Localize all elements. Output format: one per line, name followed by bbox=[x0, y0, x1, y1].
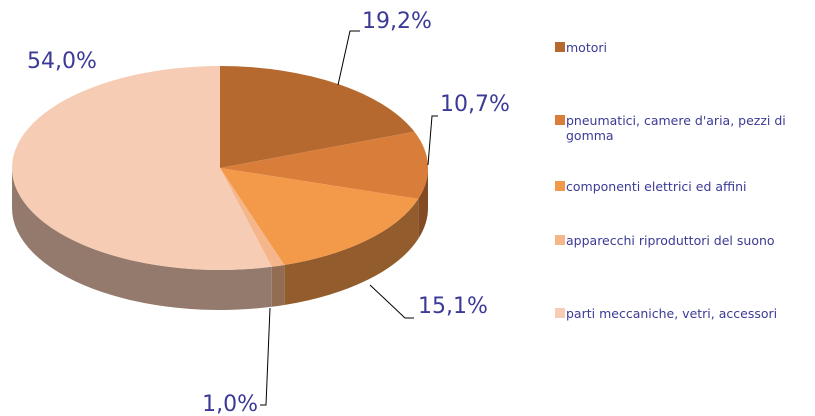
legend-swatch bbox=[555, 181, 565, 191]
slice bbox=[12, 66, 272, 270]
leader-line bbox=[337, 30, 360, 86]
legend-item: pneumatici, camere d'aria, pezzi di gomm… bbox=[555, 113, 810, 143]
data-label: 54,0% bbox=[27, 49, 97, 74]
slice bbox=[220, 168, 419, 266]
legend-item: apparecchi riproduttori del suono bbox=[555, 233, 810, 248]
legend-item: parti meccaniche, vetri, accessori bbox=[555, 306, 810, 321]
legend-label: parti meccaniche, vetri, accessori bbox=[566, 306, 778, 321]
legend-swatch bbox=[555, 308, 565, 318]
legend-label: motori bbox=[566, 40, 607, 55]
leader-line bbox=[427, 115, 438, 166]
data-label: 19,2% bbox=[362, 9, 432, 34]
legend-item: componenti elettrici ed affini bbox=[555, 179, 810, 194]
slice-side bbox=[271, 265, 285, 307]
legend-swatch bbox=[555, 115, 565, 125]
legend-item: motori bbox=[555, 40, 810, 55]
legend-label: pneumatici, camere d'aria, pezzi di gomm… bbox=[566, 113, 786, 143]
data-label: 10,7% bbox=[440, 92, 510, 117]
leader-line bbox=[369, 284, 414, 319]
slice bbox=[220, 168, 285, 267]
data-label: 1,0% bbox=[202, 392, 258, 416]
slice bbox=[220, 131, 428, 199]
data-label: 15,1% bbox=[418, 294, 488, 319]
leader-line bbox=[260, 307, 271, 406]
legend-swatch bbox=[555, 42, 565, 52]
legend-label: componenti elettrici ed affini bbox=[566, 179, 747, 194]
legend-label: apparecchi riproduttori del suono bbox=[566, 233, 775, 248]
slice-side bbox=[12, 168, 272, 310]
slice bbox=[220, 66, 415, 168]
slice-side bbox=[284, 198, 419, 306]
legend-swatch bbox=[555, 235, 565, 245]
slice-side bbox=[418, 168, 428, 239]
